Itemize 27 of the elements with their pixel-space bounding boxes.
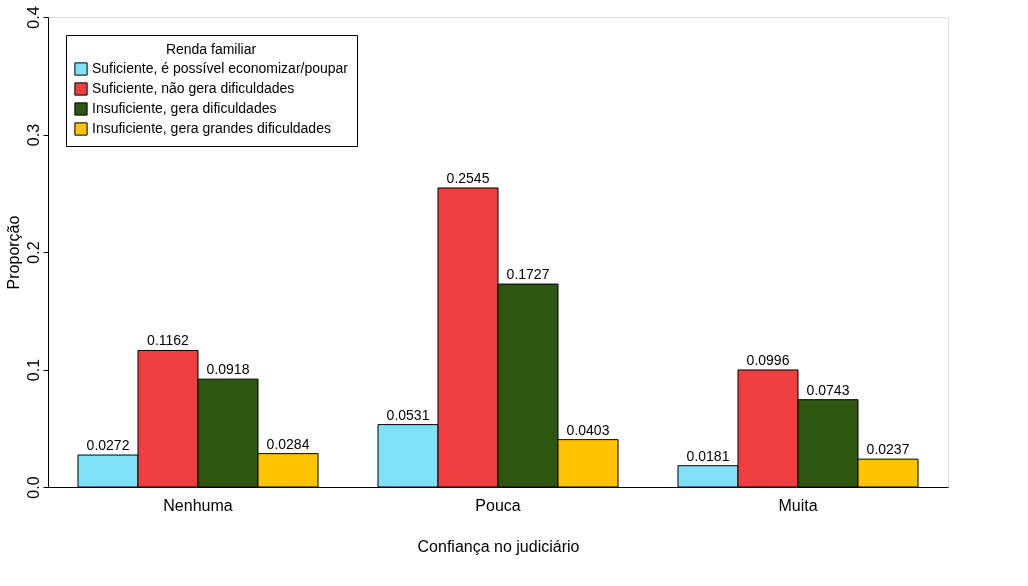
data-label: 0.0284	[266, 435, 310, 452]
y-axis-title: Proporção	[4, 215, 22, 290]
data-label: 0.0996	[746, 351, 790, 368]
data-label: 0.0531	[386, 406, 430, 423]
data-label: 0.0918	[206, 361, 250, 378]
y-tick-label: 0.1	[24, 358, 42, 382]
y-tick-label: 0.4	[24, 6, 42, 29]
y-tick-label: 0.0	[24, 476, 42, 499]
data-label: 0.2545	[446, 169, 490, 186]
y-tick-label: 0.2	[24, 241, 42, 264]
data-label: 0.1162	[147, 332, 190, 349]
data-label: 0.0237	[866, 441, 910, 458]
data-label: 0.0743	[806, 381, 850, 398]
legend-title: Renda familiar	[165, 41, 257, 57]
data-label: 0.0181	[686, 447, 730, 464]
x-tick-label: Pouca	[475, 496, 521, 514]
legend-label: Suficiente, não gera dificuldades	[92, 80, 295, 96]
x-tick-label: Nenhuma	[163, 496, 233, 514]
data-label: 0.1727	[506, 266, 550, 283]
data-label: 0.0272	[86, 437, 130, 454]
x-tick-label: Muita	[778, 496, 818, 514]
legend-label: Insuficiente, gera grandes dificuldades	[92, 120, 331, 136]
legend-label: Insuficiente, gera dificuldades	[92, 100, 277, 116]
data-label: 0.0403	[566, 421, 610, 438]
y-tick-label: 0.3	[24, 123, 42, 147]
x-axis-title: Confiança no judiciário	[417, 537, 580, 555]
legend-label: Suficiente, é possível economizar/poupar	[92, 60, 349, 76]
